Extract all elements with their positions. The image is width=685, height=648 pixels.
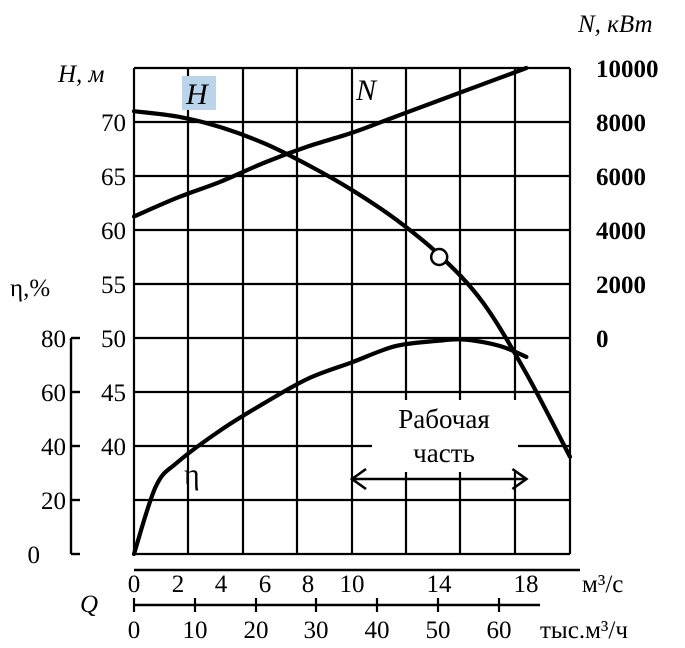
series-h-label: H <box>185 78 210 111</box>
n-tick-label: 6000 <box>596 164 646 191</box>
h-tick-label: 50 <box>101 326 126 353</box>
series-n-line <box>131 65 529 219</box>
x-tick-label: 10 <box>340 571 365 598</box>
x2-tick-label: 50 <box>426 617 451 644</box>
x-axis-unit: м³/с <box>582 571 623 598</box>
x-tick-label: 18 <box>514 571 539 598</box>
operating-point-marker <box>429 247 449 267</box>
eta-axis-ticks <box>71 336 80 556</box>
h-tick-label: 55 <box>101 272 126 299</box>
annotation-bg <box>372 400 518 472</box>
q-axis-letter: Q <box>80 591 98 618</box>
eta-tick-label: 20 <box>41 488 66 515</box>
n-tick-label: 4000 <box>596 218 646 245</box>
x-tick-label: 6 <box>259 571 272 598</box>
h-tick-label: 60 <box>101 218 126 245</box>
n-tick-label: 0 <box>596 326 609 353</box>
h-tick-label: 65 <box>101 164 126 191</box>
x-tick-label: 4 <box>215 571 228 598</box>
annotation-arrow <box>349 467 529 491</box>
x2-tick-label: 60 <box>487 617 512 644</box>
series-h-label-bg <box>182 76 216 110</box>
h-tick-label: 40 <box>101 434 126 461</box>
series-n-label: N <box>355 74 378 107</box>
x-tick-label: 8 <box>302 571 315 598</box>
n-tick-label: 10000 <box>596 56 659 83</box>
x2-tick-label: 10 <box>183 617 208 644</box>
series-eta-line <box>131 337 529 557</box>
n-tick-label: 8000 <box>596 110 646 137</box>
h-tick-label: 45 <box>101 380 126 407</box>
eta-axis-label: η,% <box>10 275 50 302</box>
x2-axis-ticks <box>132 598 501 612</box>
eta-tick-label: 0 <box>28 542 41 569</box>
x2-tick-label: 30 <box>304 617 329 644</box>
n-axis-label: N, кВт <box>577 11 653 38</box>
x-tick-label: 14 <box>427 571 453 598</box>
annotation-line1: Рабочая <box>398 404 490 434</box>
x-tick-label: 2 <box>172 571 185 598</box>
eta-tick-label: 80 <box>41 326 66 353</box>
x2-axis-unit: тыс.м³/ч <box>540 617 628 644</box>
series-eta-label: η <box>184 458 200 491</box>
annotation-line2: часть <box>413 438 475 468</box>
x2-tick-label: 20 <box>244 617 269 644</box>
h-axis-label: H, м <box>57 61 105 88</box>
series-h-line <box>131 109 573 459</box>
eta-tick-label: 60 <box>41 380 66 407</box>
x-tick-label: 0 <box>128 571 141 598</box>
h-tick-label: 70 <box>101 110 126 137</box>
eta-tick-label: 40 <box>41 434 66 461</box>
x2-tick-label: 40 <box>365 617 390 644</box>
n-tick-label: 2000 <box>596 272 646 299</box>
x2-tick-label: 0 <box>128 617 141 644</box>
